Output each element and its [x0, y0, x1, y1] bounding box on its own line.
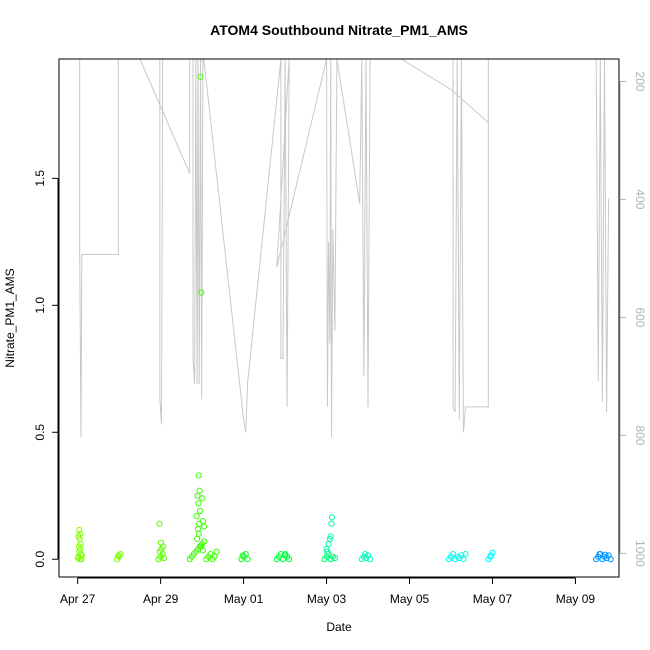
data-point — [242, 551, 249, 558]
data-point — [328, 514, 335, 521]
data-point — [596, 551, 603, 558]
y2-tick-label: 800 — [633, 425, 647, 445]
data-point — [194, 535, 201, 543]
data-point — [286, 556, 293, 563]
data-point — [197, 73, 204, 80]
data-point — [362, 551, 369, 558]
data-point — [199, 495, 206, 502]
data-point — [328, 520, 335, 527]
data-point — [115, 552, 122, 559]
data-point — [239, 552, 246, 559]
y-tick-label: 1.0 — [33, 297, 47, 314]
data-point — [488, 552, 495, 559]
y2-tick-label: 1000 — [633, 540, 647, 567]
data-point — [199, 518, 206, 525]
data-point — [325, 540, 332, 548]
data-point — [196, 520, 203, 527]
data-point — [277, 551, 284, 558]
y2-tick-label: 400 — [633, 189, 647, 209]
data-point — [602, 551, 609, 558]
x-tick-label: Apr 27 — [60, 592, 96, 606]
data-point — [460, 556, 467, 563]
points-layer — [75, 73, 614, 563]
data-point — [201, 523, 208, 530]
data-point — [78, 556, 85, 563]
data-point — [211, 553, 218, 560]
y-tick-label: 1.5 — [33, 170, 47, 187]
data-point — [462, 551, 469, 558]
data-point — [327, 533, 334, 540]
data-point — [201, 538, 208, 545]
data-point — [156, 520, 163, 527]
data-point — [157, 539, 165, 546]
data-point — [76, 526, 83, 534]
x-tick-label: May 09 — [556, 592, 596, 606]
data-point — [213, 548, 220, 555]
data-point — [196, 507, 204, 515]
data-point — [198, 289, 205, 296]
axes-layer: Apr 27 Apr 29 May 01 May 03 May 05 May 07 May … — [33, 71, 647, 606]
data-point — [78, 552, 85, 559]
x-tick-label: May 05 — [390, 592, 430, 606]
data-point — [244, 556, 251, 563]
x-axis-label: Date — [326, 620, 352, 634]
data-point — [193, 513, 200, 520]
data-point — [331, 554, 338, 562]
data-point — [282, 551, 289, 558]
data-point — [194, 492, 201, 499]
data-point — [194, 525, 202, 532]
y2-tick-label: 200 — [633, 71, 647, 91]
y2-tick-label: 600 — [633, 307, 647, 327]
altitude-line — [77, 58, 610, 438]
x-tick-label: Apr 29 — [143, 592, 179, 606]
data-point — [196, 487, 203, 494]
plot-frame — [58, 58, 620, 578]
x-tick-label: May 01 — [224, 592, 264, 606]
chart-title: ATOM4 Southbound Nitrate_PM1_AMS — [210, 22, 468, 38]
data-point — [199, 547, 206, 554]
y-tick-label: 0.0 — [33, 551, 47, 568]
data-point — [195, 530, 202, 537]
y-axis-label: Nitrate_PM1_AMS — [3, 268, 17, 367]
x-tick-label: May 03 — [307, 592, 347, 606]
data-point — [607, 556, 614, 563]
altitude-line-layer — [77, 58, 610, 438]
data-point — [160, 554, 167, 562]
data-point — [367, 556, 374, 563]
data-point — [324, 548, 331, 555]
data-point — [195, 472, 202, 479]
y-tick-label: 0.5 — [33, 424, 47, 441]
data-point — [77, 530, 84, 537]
data-point — [195, 500, 202, 507]
x-tick-label: May 07 — [473, 592, 513, 606]
